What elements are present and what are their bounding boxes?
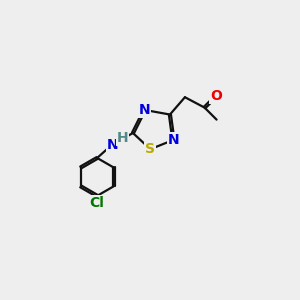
Text: S: S	[145, 142, 155, 156]
Text: H: H	[117, 131, 128, 145]
Text: O: O	[210, 89, 222, 103]
Text: Cl: Cl	[90, 196, 105, 210]
Text: N: N	[106, 138, 118, 152]
Text: N: N	[139, 103, 150, 117]
Text: N: N	[168, 133, 179, 147]
